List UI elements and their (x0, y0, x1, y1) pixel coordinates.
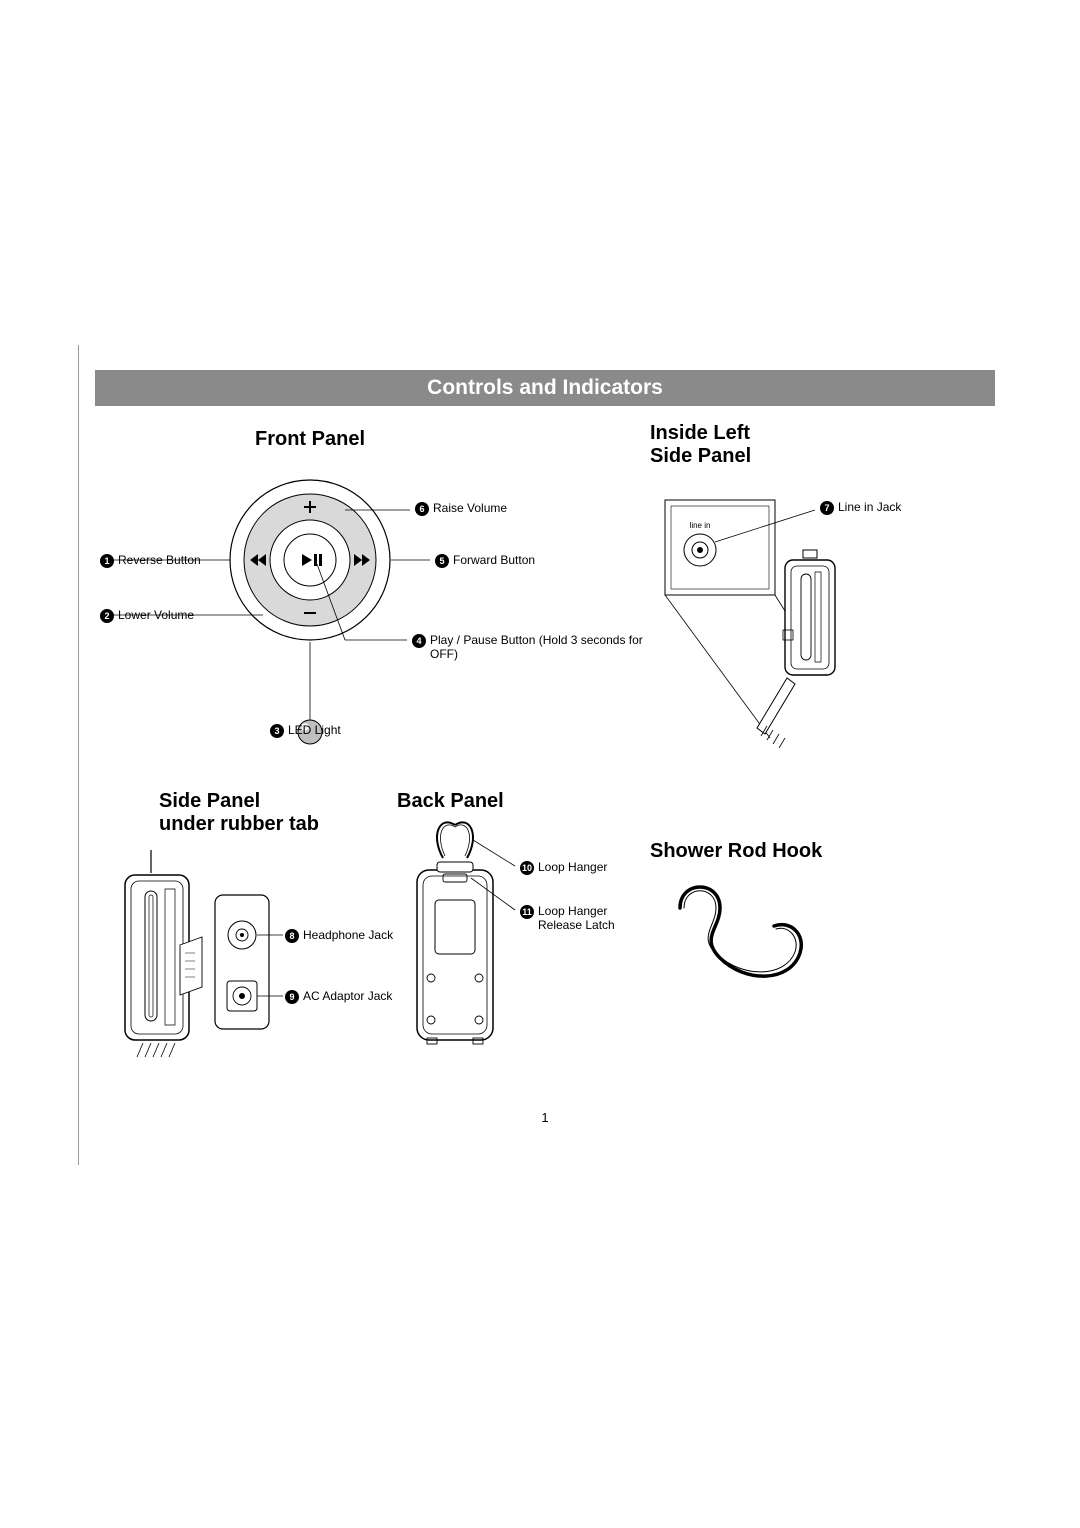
heading-front-panel: Front Panel (255, 428, 365, 451)
callout-8-text: Headphone Jack (303, 928, 393, 942)
line-in-label: line in (690, 521, 711, 530)
callout-2: 2 Lower Volume (100, 608, 194, 623)
num-8-icon: 8 (285, 929, 299, 943)
callout-9: 9 AC Adaptor Jack (285, 989, 392, 1004)
callout-11: 11 Loop Hanger Release Latch (520, 904, 615, 932)
num-10-icon: 10 (520, 861, 534, 875)
callout-11-l2: Release Latch (538, 918, 615, 932)
callout-1-text: Reverse Button (118, 553, 201, 567)
callout-1: 1 Reverse Button (100, 553, 201, 568)
callout-5-text: Forward Button (453, 553, 535, 567)
num-7-icon: 7 (820, 501, 834, 515)
num-3-icon: 3 (270, 724, 284, 738)
callout-10-text: Loop Hanger (538, 860, 607, 874)
num-5-icon: 5 (435, 554, 449, 568)
callout-11-l1: Loop Hanger (538, 904, 607, 918)
callout-9-text: AC Adaptor Jack (303, 989, 392, 1003)
callout-10: 10 Loop Hanger (520, 860, 607, 875)
callout-3-text: LED Light (288, 723, 341, 737)
num-9-icon: 9 (285, 990, 299, 1004)
callout-7: 7 Line in Jack (820, 500, 901, 515)
num-4-icon: 4 (412, 634, 426, 648)
shower-hook-diagram (650, 868, 840, 1038)
num-2-icon: 2 (100, 609, 114, 623)
num-1-icon: 1 (100, 554, 114, 568)
heading-side-under-l2: under rubber tab (159, 813, 319, 836)
heading-inside-left-l2: Side Panel (650, 445, 751, 468)
title-bar: Controls and Indicators (95, 370, 995, 406)
heading-shower: Shower Rod Hook (650, 840, 822, 863)
back-panel-diagram (395, 810, 615, 1090)
callout-4-text: Play / Pause Button (Hold 3 seconds for … (430, 633, 662, 661)
inside-left-diagram: line in (655, 480, 915, 760)
side-under-diagram (105, 850, 365, 1080)
callout-3: 3 LED Light (270, 723, 341, 738)
heading-inside-left: Inside Left Side Panel (650, 422, 751, 468)
heading-inside-left-l1: Inside Left (650, 422, 751, 445)
callout-6: 6 Raise Volume (415, 501, 507, 516)
callout-11-text: Loop Hanger Release Latch (538, 904, 615, 932)
callout-5: 5 Forward Button (435, 553, 535, 568)
callout-6-text: Raise Volume (433, 501, 507, 515)
callout-7-text: Line in Jack (838, 500, 901, 514)
callout-2-text: Lower Volume (118, 608, 194, 622)
callout-8: 8 Headphone Jack (285, 928, 393, 943)
callout-4: 4 Play / Pause Button (Hold 3 seconds fo… (412, 633, 662, 661)
num-6-icon: 6 (415, 502, 429, 516)
heading-side-under: Side Panel under rubber tab (159, 790, 319, 836)
heading-side-under-l1: Side Panel (159, 790, 319, 813)
page-number: 1 (541, 1110, 548, 1125)
num-11-icon: 11 (520, 905, 534, 919)
page-content: Controls and Indicators Front Panel Insi… (95, 370, 995, 434)
